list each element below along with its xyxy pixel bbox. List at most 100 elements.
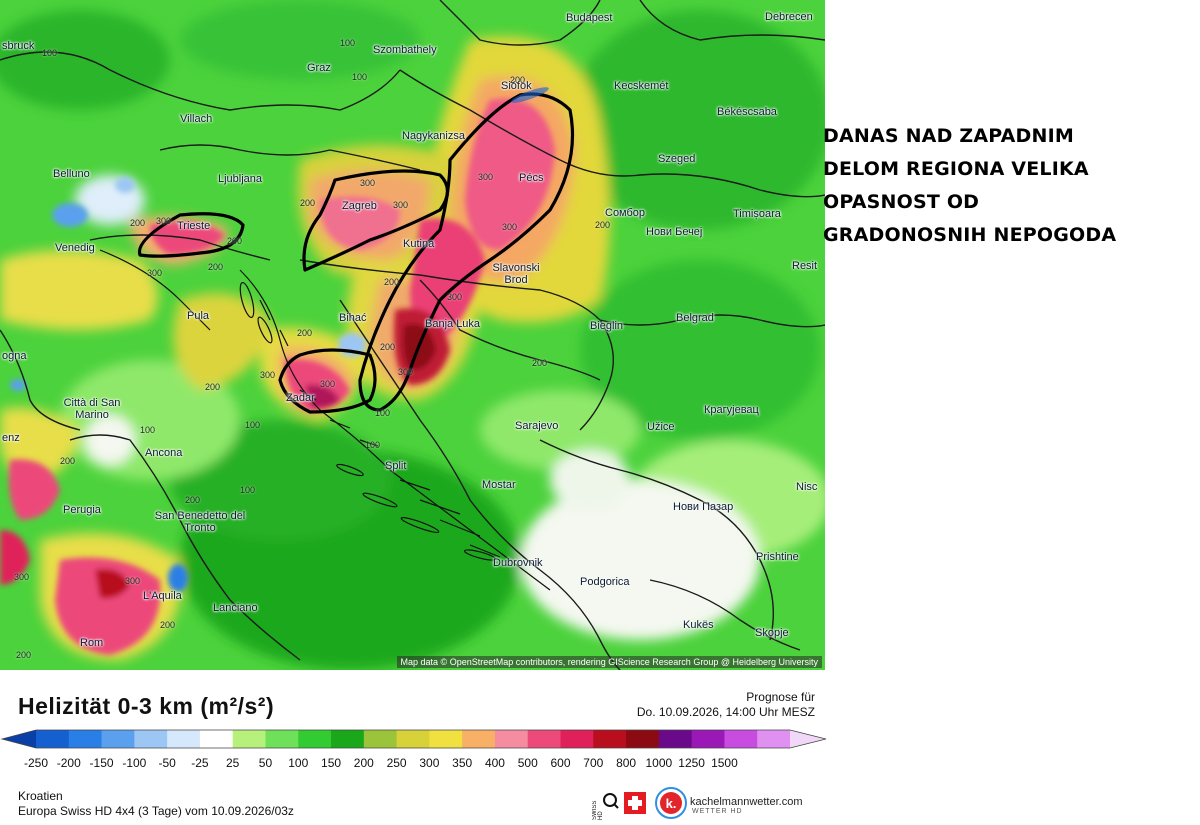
city-label: Timișoara [733, 208, 781, 220]
warning-line: DANAS NAD ZAPADNIM [823, 125, 1074, 147]
city-label: enz [2, 432, 20, 444]
color-scale-segment [462, 730, 496, 748]
helicity-map[interactable]: Budapest Debrecen Szombathely Graz Siófo… [0, 0, 825, 670]
color-scale-tick: 500 [517, 756, 538, 770]
map-attribution: Map data © OpenStreetMap contributors, r… [396, 656, 822, 668]
color-scale-segment [757, 730, 791, 748]
city-label: Belgrad [676, 312, 714, 324]
city-label: Debrecen [765, 11, 813, 23]
city-label: Belluno [53, 168, 90, 180]
svg-text:k.: k. [666, 796, 677, 811]
isoline-label: 200 [380, 342, 396, 352]
color-scale-tick: -50 [158, 756, 176, 770]
color-scale-segment [298, 730, 332, 748]
isoline-label: 200 [160, 620, 176, 630]
color-scale-tick: 350 [452, 756, 473, 770]
city-label: Zadar [286, 392, 315, 404]
color-scale-tick: -150 [89, 756, 114, 770]
city-label: Sarajevo [515, 420, 559, 432]
color-scale-tick: 100 [288, 756, 309, 770]
city-label: Villach [180, 113, 213, 125]
city-label: Zagreb [342, 200, 377, 212]
city-label: Ljubljana [218, 173, 263, 185]
city-label: Нови Бечеј [646, 226, 703, 238]
isoline-label: 200 [532, 358, 548, 368]
color-scale-segment [134, 730, 168, 748]
isoline-label: 300 [125, 576, 141, 586]
color-scale-tick: 1000 [645, 756, 673, 770]
isoline-label: 100 [375, 408, 391, 418]
city-label: Сомбор [605, 207, 646, 219]
isoline-label: 300 [393, 200, 409, 210]
isoline-label: 100 [245, 420, 261, 430]
city-label: Békéscsaba [717, 106, 777, 118]
color-scale-tick: 800 [616, 756, 637, 770]
city-label: Lanciano [213, 602, 258, 614]
color-scale-segment [593, 730, 627, 748]
color-scale-segment [560, 730, 594, 748]
color-scale-tick: 50 [258, 756, 273, 770]
color-scale-tick: 1250 [678, 756, 705, 770]
city-label: L'Aquila [143, 590, 182, 602]
color-scale-tick: 600 [550, 756, 571, 770]
city-label: Bihać [339, 312, 367, 324]
city-label: Kutina [403, 238, 435, 250]
isoline-label: 100 [140, 425, 156, 435]
color-scale-segment [691, 730, 725, 748]
isoline-label: 300 [502, 222, 518, 232]
city-label: Pécs [519, 172, 544, 184]
color-scale-tick: 250 [386, 756, 407, 770]
isoline-label: 200 [300, 198, 316, 208]
isoline-label: 200 [595, 220, 611, 230]
isoline-label: 300 [147, 268, 163, 278]
city-label: Prishtine [756, 551, 799, 563]
color-scale-segment [232, 730, 266, 748]
region-label: Kroatien [18, 789, 63, 803]
isoline-label: 300 [447, 292, 463, 302]
isoline-label: 100 [340, 38, 356, 48]
city-label: Siófok [501, 80, 532, 92]
city-label: Нови Пазар [673, 501, 734, 513]
city-label: Ancona [145, 447, 183, 459]
color-scale-tick: -25 [191, 756, 209, 770]
city-label: Mostar [482, 479, 516, 491]
color-scale-segment [101, 730, 135, 748]
isoline-label: 100 [352, 72, 368, 82]
city-label: Split [385, 460, 407, 472]
color-scale-tick: 200 [353, 756, 374, 770]
city-label: Dubrovnik [493, 557, 543, 569]
isoline-label: 200 [227, 236, 243, 246]
isoline-label: 200 [60, 456, 76, 466]
kachelmann-logo-icon: k. [655, 787, 687, 819]
color-scale-tick: 400 [484, 756, 505, 770]
city-label: Kecskemét [614, 80, 669, 92]
isoline-label: 200 [297, 328, 313, 338]
warning-line: OPASNOST OD [823, 191, 980, 213]
color-scale-segment [527, 730, 562, 748]
color-scale-segment [396, 730, 430, 748]
warning-line: DELOM REGIONA VELIKA [823, 158, 1089, 180]
city-label: Venedig [55, 242, 95, 254]
color-scale-tick: 700 [583, 756, 604, 770]
color-scale-segment [429, 730, 463, 748]
city-label: Budapest [566, 12, 613, 24]
model-label: Europa Swiss HD 4x4 (3 Tage) vom 10.09.2… [18, 804, 294, 818]
city-label: Pula [187, 310, 210, 322]
city-label: Bieglin [590, 320, 624, 332]
color-scale-segment [68, 730, 103, 748]
brand-subtitle: WETTER HD [692, 808, 743, 815]
swiss-hd-logo [603, 792, 646, 814]
color-scale-segment [494, 730, 529, 748]
city-label: ogna [2, 350, 27, 362]
color-scale-segment [265, 730, 299, 748]
brand-name[interactable]: kachelmannwetter.com [690, 796, 803, 808]
city-label: Resit [792, 260, 818, 272]
city-label: Slavonski Brod [492, 262, 540, 286]
isoline-label: 300 [260, 370, 276, 380]
city-label: Banja Luka [425, 318, 481, 330]
city-label: Nagykanizsa [402, 130, 465, 142]
city-label: Skopje [755, 627, 789, 639]
color-scale-tick: -100 [122, 756, 147, 770]
color-scale-segment [2, 730, 36, 748]
color-scale-segment [363, 730, 398, 748]
